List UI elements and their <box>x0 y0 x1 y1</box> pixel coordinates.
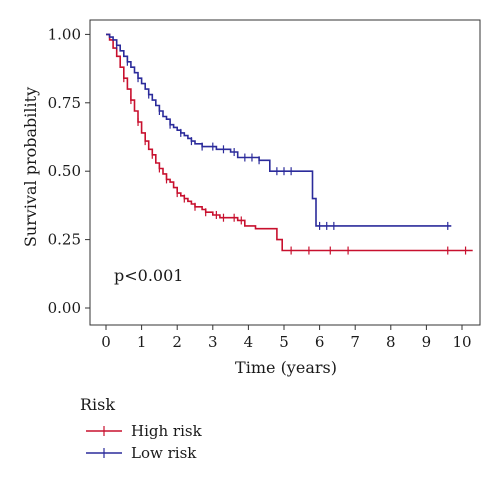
y-tick-label: 0.50 <box>48 162 81 180</box>
y-tick-label: 0.00 <box>48 299 81 317</box>
plot-area <box>89 19 481 326</box>
low-risk-survival-line <box>106 33 452 227</box>
x-tick-label: 4 <box>244 333 254 351</box>
legend-item-high-risk: High risk <box>86 422 203 440</box>
x-tick-label: 10 <box>452 333 471 351</box>
legend: Risk High risk Low risk <box>80 395 203 462</box>
x-tick-label: 2 <box>172 333 182 351</box>
plot-border <box>89 19 481 326</box>
y-tick-label: 0.75 <box>48 94 81 112</box>
x-tick-label: 1 <box>137 333 147 351</box>
x-axis-label: Time (years) <box>235 358 337 377</box>
x-tick-label: 3 <box>208 333 218 351</box>
legend-label: Low risk <box>131 444 197 462</box>
legend-label: High risk <box>131 422 203 440</box>
x-tick-label: 8 <box>386 333 396 351</box>
y-tick-label: 1.00 <box>48 25 81 43</box>
legend-title: Risk <box>80 395 115 414</box>
x-tick-label: 9 <box>422 333 432 351</box>
legend-item-low-risk: Low risk <box>86 444 197 462</box>
high-risk-survival-line <box>106 33 473 252</box>
y-tick-label: 0.25 <box>48 231 81 249</box>
p-value-annotation: p<0.001 <box>114 266 183 285</box>
x-tick-label: 6 <box>315 333 325 351</box>
y-axis: 0.00 0.25 0.50 0.75 1.00 <box>48 25 90 317</box>
y-axis-label: Survival probability <box>21 87 40 247</box>
x-axis: 0 1 2 3 4 5 6 7 8 9 10 <box>101 325 472 351</box>
x-tick-label: 0 <box>101 333 111 351</box>
x-tick-label: 5 <box>279 333 289 351</box>
x-tick-label: 7 <box>350 333 360 351</box>
